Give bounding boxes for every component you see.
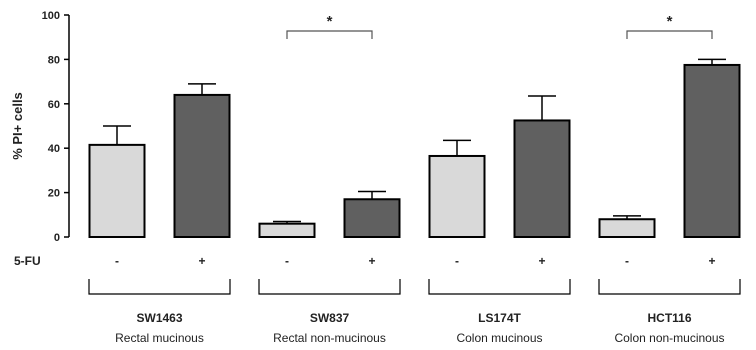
group-bracket [89,279,230,294]
bar [685,65,740,237]
significance-marker: * [327,13,333,30]
cell-line-description: Colon mucinous [456,331,542,345]
group-bracket [599,279,740,294]
y-tick-label: 20 [48,188,60,200]
group-labels: SW1463 Rectal mucinous SW837 Rectal non-muc… [89,279,740,345]
treatment-marker: + [708,254,715,268]
y-axis-label: % PI+ cells [10,92,25,160]
treatment-marker: - [625,254,629,268]
treatment-marker: + [198,254,205,268]
bars [90,59,740,237]
bar [175,95,230,237]
bar [430,156,485,237]
treatment-marker: + [368,254,375,268]
bar [90,145,145,237]
y-tick-label: 60 [48,99,60,111]
cell-line-description: Colon non-mucinous [614,331,724,345]
y-axis: 0 20 40 60 80 100 [42,10,69,244]
cell-line-description: Rectal non-mucinous [273,331,386,345]
bar [260,224,315,237]
y-tick-label: 0 [54,232,60,244]
group-bracket [259,279,400,294]
treatment-marker: - [455,254,459,268]
significance-brackets: * * [287,13,712,39]
bar [515,120,570,237]
treatment-marker: - [285,254,289,268]
significance-bracket [287,31,372,39]
cell-line-description: Rectal mucinous [115,331,204,345]
bar [600,219,655,237]
treatment-marker: + [538,254,545,268]
significance-bracket [627,31,712,39]
y-tick-label: 100 [42,10,60,22]
treatment-markers: - + - + - + - + [115,254,716,268]
cell-line-name: LS174T [478,311,521,325]
cell-line-name: SW1463 [136,311,182,325]
bar [345,199,400,237]
cell-line-name: SW837 [310,311,350,325]
treatment-row-label: 5-FU [14,254,41,268]
y-tick-label: 80 [48,54,60,66]
y-tick-label: 40 [48,143,60,155]
treatment-marker: - [115,254,119,268]
group-bracket [429,279,570,294]
significance-marker: * [667,13,673,30]
cell-line-name: HCT116 [647,311,691,325]
